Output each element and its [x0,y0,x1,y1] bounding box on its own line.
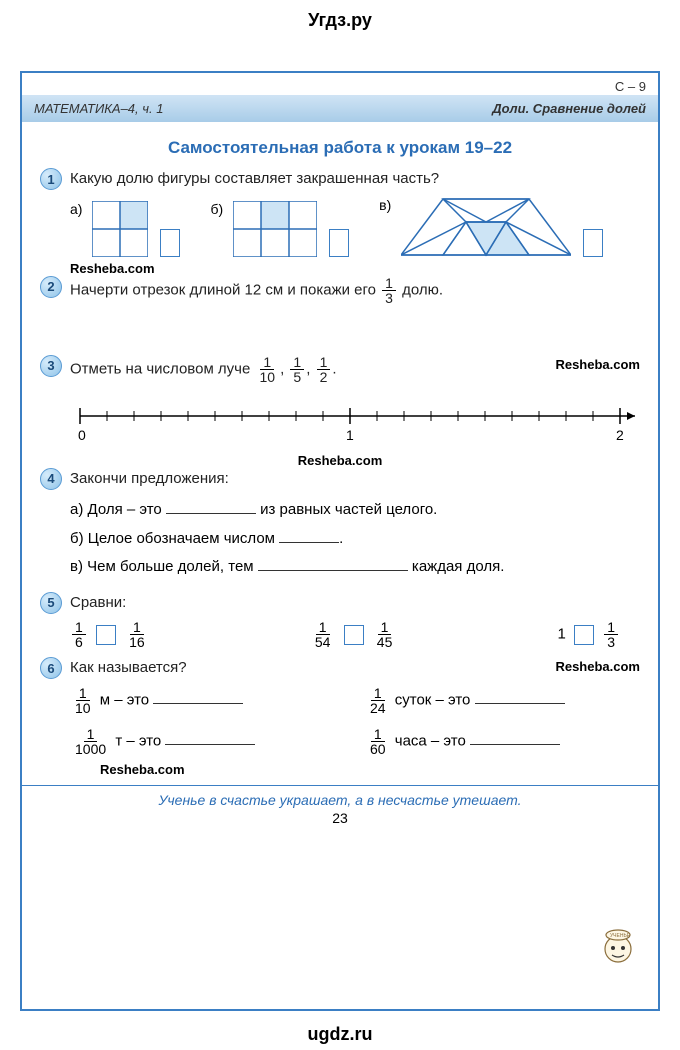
cmp-3-left: 1 [558,625,566,642]
cmp-box-2[interactable] [344,625,364,645]
mascot-icon: УЧЕНЬЕ [596,923,640,967]
t3-f1: 110 [257,355,279,384]
fig-v-label: в) [379,197,391,213]
watermark-4: Resheba.com [555,657,640,677]
t4b-post: . [339,530,343,547]
task-2-text: Начерти отрезок длиной 12 см и покажи ег… [70,276,640,305]
task-badge-1: 1 [40,168,62,190]
fig-b-label: б) [210,201,223,217]
task-badge-3: 3 [40,355,62,377]
footer-quote: Ученье в счастье украшает, а в несчастье… [22,785,658,808]
answer-box-a[interactable] [160,229,180,257]
t3-f2: 15 [290,355,304,384]
figure-v [401,197,571,257]
watermark-3: Resheba.com [40,453,640,468]
content-area: Самостоятельная работа к урокам 19–22 1 … [22,122,658,777]
watermark-1: Resheba.com [70,261,640,276]
task-4: 4 Закончи предложения: [40,468,640,491]
answer-box-v[interactable] [583,229,603,257]
section-title: Самостоятельная работа к урокам 19–22 [40,138,640,158]
svg-text:УЧЕНЬЕ: УЧЕНЬЕ [610,933,631,939]
t4b-pre: б) Целое обозначаем числом [70,530,279,547]
t4c-post: каждая доля. [408,558,505,575]
t6-item-4: 160 часа – это [365,727,640,756]
t2-before: Начерти отрезок длиной 12 см и покажи ег… [70,281,380,298]
corner-tag: С – 9 [615,79,646,94]
t4a-post: из равных частей целого. [256,501,437,518]
svg-text:0: 0 [78,427,86,443]
t4a-pre: а) Доля – это [70,501,166,518]
cmp-box-1[interactable] [96,625,116,645]
t6-blank-4[interactable] [470,731,560,745]
fig-a-label: а) [70,201,82,217]
task-5-text: Сравни: [70,592,640,615]
site-header: Угдз.ру [0,10,680,31]
page-border: С – 9 МАТЕМАТИКА–4, ч. 1 Доли. Сравнение… [20,71,660,1011]
t4c-pre: в) Чем больше долей, тем [70,558,258,575]
task-1: 1 Какую долю фигуры составляет закрашенн… [40,168,640,191]
watermark-5: Resheba.com [100,762,640,777]
task-3: 3 Отметь на числовом луче 110, 15, 12. R… [40,355,640,384]
task-6-grid: 110 м – это 124 суток – это 11000 т – эт… [70,686,640,756]
figure-a [92,201,148,257]
t6-blank-1[interactable] [153,690,243,704]
t6-blank-2[interactable] [475,690,565,704]
task-5: 5 Сравни: [40,592,640,615]
t6-item-2: 124 суток – это [365,686,640,715]
t2-fraction: 13 [382,276,396,305]
task-4-items: а) Доля – это из равных частей целого. б… [70,496,640,582]
t4c-blank[interactable] [258,557,408,571]
t6-item-3: 11000 т – это [70,727,345,756]
cmp-box-3[interactable] [574,625,594,645]
cmp-2: 154 145 [310,620,398,649]
task-2: 2 Начерти отрезок длиной 12 см и покажи … [40,276,640,305]
t3-f3: 12 [317,355,331,384]
header-left: МАТЕМАТИКА–4, ч. 1 [34,101,163,116]
compare-row: 16 116 154 145 1 13 [70,620,620,649]
task-4-text: Закончи предложения: [70,468,640,491]
task-3-text: Отметь на числовом луче 110, 15, 12. Res… [70,355,640,384]
site-footer: ugdz.ru [0,1024,680,1045]
task-badge-4: 4 [40,468,62,490]
svg-text:2: 2 [616,427,624,443]
task-6-text: Как называется? Resheba.com [70,657,640,680]
task-badge-2: 2 [40,276,62,298]
t4b-blank[interactable] [279,529,339,543]
number-line: 0 1 2 [70,402,640,449]
t6-blank-3[interactable] [165,731,255,745]
svg-text:1: 1 [346,427,354,443]
figure-b [233,201,317,257]
t6-item-1: 110 м – это [70,686,345,715]
task-1-figures: а) б) [70,197,640,257]
task-6: 6 Как называется? Resheba.com [40,657,640,680]
task-1-text: Какую долю фигуры составляет закрашенная… [70,168,640,191]
t3-before: Отметь на числовом луче [70,360,255,377]
watermark-2: Resheba.com [555,355,640,375]
task-badge-6: 6 [40,657,62,679]
cmp-1: 16 116 [70,620,150,649]
header-right: Доли. Сравнение долей [492,101,646,116]
header-band: МАТЕМАТИКА–4, ч. 1 Доли. Сравнение долей [22,95,658,122]
task-badge-5: 5 [40,592,62,614]
page-number: 23 [22,810,658,826]
cmp-3: 1 13 [558,620,620,649]
t2-after: долю. [402,281,443,298]
answer-box-b[interactable] [329,229,349,257]
t4a-blank[interactable] [166,500,256,514]
